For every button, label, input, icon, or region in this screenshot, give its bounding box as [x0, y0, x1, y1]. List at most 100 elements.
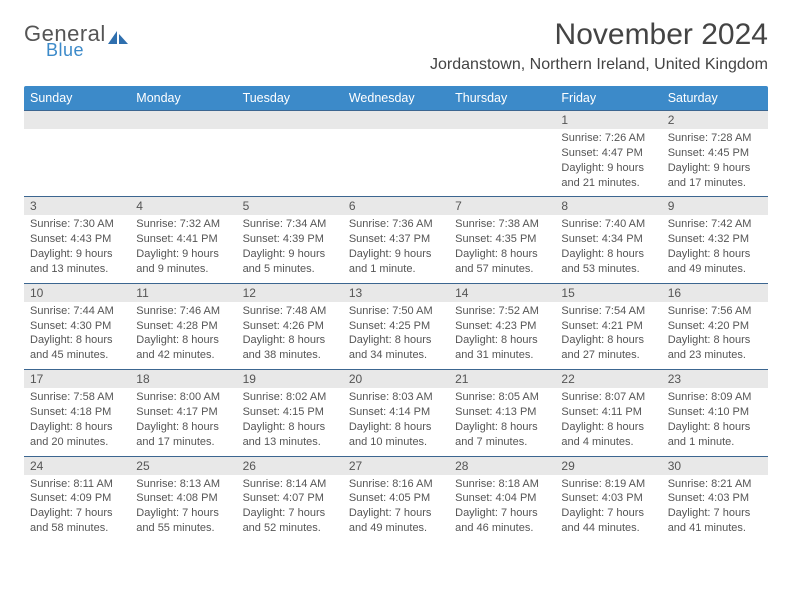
day-sr: Sunrise: 8:13 AM [136, 477, 230, 492]
day-details-cell [343, 129, 449, 197]
day-details-cell: Sunrise: 7:38 AMSunset: 4:35 PMDaylight:… [449, 215, 555, 283]
day-number-cell: 13 [343, 283, 449, 302]
day-details-cell: Sunrise: 7:42 AMSunset: 4:32 PMDaylight:… [662, 215, 768, 283]
day-sr: Sunrise: 7:52 AM [455, 304, 549, 319]
day-ss: Sunset: 4:18 PM [30, 405, 124, 420]
day-details-cell [449, 129, 555, 197]
day-details-cell: Sunrise: 8:02 AMSunset: 4:15 PMDaylight:… [237, 388, 343, 456]
day-d2: and 27 minutes. [561, 348, 655, 363]
day-d1: Daylight: 8 hours [455, 420, 549, 435]
day-details-cell: Sunrise: 8:00 AMSunset: 4:17 PMDaylight:… [130, 388, 236, 456]
day-number-cell: 15 [555, 283, 661, 302]
day-ss: Sunset: 4:03 PM [668, 491, 762, 506]
day-number-cell: 29 [555, 456, 661, 475]
day-d2: and 9 minutes. [136, 262, 230, 277]
day-d1: Daylight: 9 hours [561, 161, 655, 176]
day-ss: Sunset: 4:47 PM [561, 146, 655, 161]
day-d2: and 13 minutes. [30, 262, 124, 277]
day-sr: Sunrise: 7:58 AM [30, 390, 124, 405]
calendar-body: 12Sunrise: 7:26 AMSunset: 4:47 PMDayligh… [24, 111, 768, 542]
day-details-row: Sunrise: 7:58 AMSunset: 4:18 PMDaylight:… [24, 388, 768, 456]
day-number-cell: 8 [555, 197, 661, 216]
day-d2: and 23 minutes. [668, 348, 762, 363]
day-details-cell [237, 129, 343, 197]
day-ss: Sunset: 4:45 PM [668, 146, 762, 161]
day-d1: Daylight: 7 hours [349, 506, 443, 521]
day-ss: Sunset: 4:21 PM [561, 319, 655, 334]
day-details-row: Sunrise: 7:44 AMSunset: 4:30 PMDaylight:… [24, 302, 768, 370]
title-block: November 2024 Jordanstown, Northern Irel… [430, 18, 768, 74]
day-d1: Daylight: 9 hours [30, 247, 124, 262]
day-d1: Daylight: 8 hours [455, 333, 549, 348]
day-sr: Sunrise: 7:32 AM [136, 217, 230, 232]
day-d2: and 20 minutes. [30, 435, 124, 450]
day-ss: Sunset: 4:28 PM [136, 319, 230, 334]
day-details-row: Sunrise: 8:11 AMSunset: 4:09 PMDaylight:… [24, 475, 768, 542]
day-d1: Daylight: 8 hours [30, 333, 124, 348]
day-d1: Daylight: 7 hours [455, 506, 549, 521]
day-ss: Sunset: 4:39 PM [243, 232, 337, 247]
day-d2: and 55 minutes. [136, 521, 230, 536]
location: Jordanstown, Northern Ireland, United Ki… [430, 56, 768, 74]
day-number-cell: 28 [449, 456, 555, 475]
day-number-cell: 4 [130, 197, 236, 216]
day-sr: Sunrise: 7:42 AM [668, 217, 762, 232]
day-d2: and 49 minutes. [668, 262, 762, 277]
day-header: Saturday [662, 86, 768, 111]
day-number-row: 3456789 [24, 197, 768, 216]
day-sr: Sunrise: 8:05 AM [455, 390, 549, 405]
day-details-cell: Sunrise: 8:14 AMSunset: 4:07 PMDaylight:… [237, 475, 343, 542]
day-d1: Daylight: 8 hours [136, 420, 230, 435]
day-ss: Sunset: 4:04 PM [455, 491, 549, 506]
day-details-row: Sunrise: 7:26 AMSunset: 4:47 PMDaylight:… [24, 129, 768, 197]
day-number-cell: 22 [555, 370, 661, 389]
day-ss: Sunset: 4:08 PM [136, 491, 230, 506]
day-d1: Daylight: 8 hours [668, 247, 762, 262]
day-d2: and 52 minutes. [243, 521, 337, 536]
day-sr: Sunrise: 7:26 AM [561, 131, 655, 146]
day-number-row: 12 [24, 111, 768, 130]
day-d1: Daylight: 8 hours [243, 420, 337, 435]
day-details-cell: Sunrise: 7:52 AMSunset: 4:23 PMDaylight:… [449, 302, 555, 370]
day-number-row: 24252627282930 [24, 456, 768, 475]
day-number-cell: 6 [343, 197, 449, 216]
day-details-cell: Sunrise: 7:56 AMSunset: 4:20 PMDaylight:… [662, 302, 768, 370]
day-number-cell [449, 111, 555, 130]
day-sr: Sunrise: 8:19 AM [561, 477, 655, 492]
day-number-cell: 11 [130, 283, 236, 302]
day-d2: and 45 minutes. [30, 348, 124, 363]
day-d1: Daylight: 7 hours [30, 506, 124, 521]
day-sr: Sunrise: 8:02 AM [243, 390, 337, 405]
day-d1: Daylight: 8 hours [349, 420, 443, 435]
day-ss: Sunset: 4:26 PM [243, 319, 337, 334]
day-d1: Daylight: 9 hours [243, 247, 337, 262]
day-details-cell: Sunrise: 8:05 AMSunset: 4:13 PMDaylight:… [449, 388, 555, 456]
day-d2: and 57 minutes. [455, 262, 549, 277]
day-d2: and 42 minutes. [136, 348, 230, 363]
day-ss: Sunset: 4:15 PM [243, 405, 337, 420]
day-d2: and 10 minutes. [349, 435, 443, 450]
day-ss: Sunset: 4:17 PM [136, 405, 230, 420]
day-number-cell: 12 [237, 283, 343, 302]
day-ss: Sunset: 4:03 PM [561, 491, 655, 506]
day-d1: Daylight: 8 hours [668, 333, 762, 348]
logo-text: General Blue [24, 24, 130, 58]
day-number-cell: 24 [24, 456, 130, 475]
day-header-row: SundayMondayTuesdayWednesdayThursdayFrid… [24, 86, 768, 111]
day-number-cell [24, 111, 130, 130]
day-ss: Sunset: 4:07 PM [243, 491, 337, 506]
day-header: Thursday [449, 86, 555, 111]
day-details-cell [24, 129, 130, 197]
day-sr: Sunrise: 7:38 AM [455, 217, 549, 232]
day-ss: Sunset: 4:35 PM [455, 232, 549, 247]
day-d1: Daylight: 8 hours [455, 247, 549, 262]
day-ss: Sunset: 4:41 PM [136, 232, 230, 247]
day-details-cell: Sunrise: 7:48 AMSunset: 4:26 PMDaylight:… [237, 302, 343, 370]
day-d1: Daylight: 8 hours [30, 420, 124, 435]
day-number-cell: 3 [24, 197, 130, 216]
day-number-cell: 21 [449, 370, 555, 389]
day-number-cell [130, 111, 236, 130]
day-details-cell: Sunrise: 8:03 AMSunset: 4:14 PMDaylight:… [343, 388, 449, 456]
day-header: Sunday [24, 86, 130, 111]
day-sr: Sunrise: 7:54 AM [561, 304, 655, 319]
